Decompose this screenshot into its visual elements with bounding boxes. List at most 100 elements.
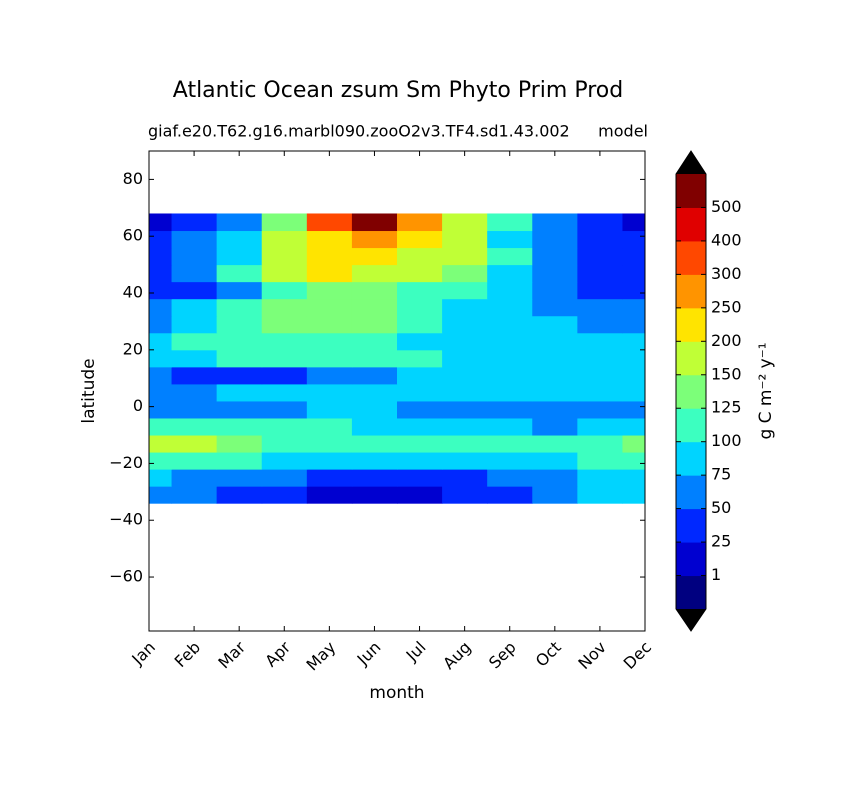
colorbar-label: g C m⁻² y⁻¹ [756, 342, 776, 439]
contour-cell [171, 247, 218, 266]
contour-cell [577, 435, 623, 453]
colorbar-tick-label: 100 [711, 431, 742, 450]
y-tick-label: 20 [123, 339, 143, 358]
x-tick-label: Aug [439, 638, 475, 674]
contour-cell [577, 469, 623, 487]
contour-cell [216, 417, 263, 436]
contour-cell [306, 230, 353, 249]
contour-cell [622, 469, 646, 487]
y-tick-label: 80 [123, 169, 143, 188]
colorbar-tick-label: 250 [711, 297, 742, 316]
contour-cell [216, 383, 263, 402]
colorbar-outline [675, 150, 707, 632]
contour-cell [622, 247, 646, 266]
contour-cell [397, 383, 443, 402]
colorbar-tick-label: 300 [711, 264, 742, 283]
contour-cell [577, 332, 623, 351]
contour-cell [171, 486, 218, 504]
contour-cell [171, 315, 218, 334]
chart-title: Atlantic Ocean zsum Sm Phyto Prim Prod [173, 78, 623, 103]
contour-cell [397, 315, 443, 334]
x-tick-label: Jul [402, 638, 430, 666]
contour-cell [532, 230, 578, 249]
contour-cell [149, 264, 173, 283]
contour-cell [532, 315, 578, 334]
contour-cell [261, 486, 308, 504]
contour-cell [397, 247, 443, 266]
contour-cell [622, 452, 646, 470]
x-tick-label: Apr [261, 637, 294, 670]
contour-cell [261, 230, 308, 249]
colorbar-tick-label: 400 [711, 230, 742, 249]
y-tick-label: −40 [109, 510, 143, 529]
contour-cell [351, 349, 398, 368]
contour-cell [442, 315, 488, 334]
contour-cell [622, 213, 646, 232]
contour-cell [149, 417, 173, 436]
contour-cell [306, 247, 353, 266]
contour-cell [306, 349, 353, 368]
contour-cell [622, 264, 646, 283]
contour-cell [261, 213, 308, 232]
contour-cell [306, 213, 353, 232]
colorbar-segment [676, 174, 706, 208]
contour-cell [306, 366, 353, 385]
contour-cell [577, 400, 623, 419]
colorbar-segment [676, 207, 706, 242]
contour-cell [306, 452, 353, 470]
y-tick-label: 40 [123, 283, 143, 302]
contour-cell [622, 315, 646, 334]
contour-cell [261, 383, 308, 402]
y-tick-label: −20 [109, 453, 143, 472]
contour-cell [442, 281, 488, 300]
contour-cell [216, 486, 263, 504]
contour-cell [216, 247, 263, 266]
contour-cell [442, 213, 488, 232]
contour-cell [351, 264, 398, 283]
contour-cell [171, 452, 218, 470]
contour-cell [532, 417, 578, 436]
contour-cell [487, 400, 533, 419]
contour-cell [306, 486, 353, 504]
contour-cell [351, 486, 398, 504]
colorbar-over [676, 151, 706, 174]
colorbar-segment [676, 441, 706, 476]
contour-cell [351, 366, 398, 385]
x-axis-label: month [369, 683, 424, 703]
contour-cell [442, 435, 488, 453]
x-tick-label: Jan [127, 638, 159, 670]
contour-cell [577, 213, 623, 232]
contour-cell [397, 230, 443, 249]
contour-cell [351, 452, 398, 470]
contour-cell [261, 298, 308, 317]
contour-cell [577, 281, 623, 300]
contour-cell [622, 230, 646, 249]
contour-cell [622, 400, 646, 419]
contour-cell [351, 230, 398, 249]
colorbar-tick-label: 200 [711, 331, 742, 350]
contour-cell [487, 452, 533, 470]
contour-cell [487, 383, 533, 402]
contour-cell [171, 230, 218, 249]
contour-cell [487, 264, 533, 283]
contour-cell [351, 298, 398, 317]
contour-cell [351, 435, 398, 453]
contour-cell [149, 349, 173, 368]
chart-subtitle-right: model [598, 122, 648, 141]
contour-cell [622, 298, 646, 317]
colorbar-tick-label: 1 [711, 565, 721, 584]
contour-cell [171, 417, 218, 436]
contour-cell [442, 383, 488, 402]
contour-cell [397, 213, 443, 232]
contour-cell [351, 247, 398, 266]
contour-cell [306, 298, 353, 317]
contour-cell [149, 247, 173, 266]
colorbar-segment [676, 307, 706, 342]
contour-cell [487, 298, 533, 317]
colorbar-tick-label: 500 [711, 197, 742, 216]
contour-cell [622, 281, 646, 300]
contour-cell [351, 332, 398, 351]
contour-cell [306, 417, 353, 436]
contour-cell [532, 213, 578, 232]
y-tick-label: 60 [123, 226, 143, 245]
